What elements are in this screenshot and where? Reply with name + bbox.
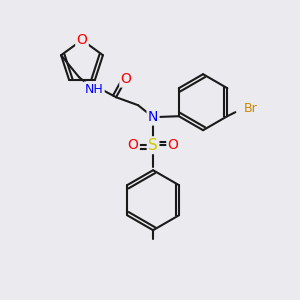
Text: N: N bbox=[148, 110, 158, 124]
Text: NH: NH bbox=[85, 83, 104, 96]
Text: O: O bbox=[128, 138, 139, 152]
Text: S: S bbox=[148, 138, 158, 153]
Text: Br: Br bbox=[243, 102, 257, 115]
Text: O: O bbox=[76, 33, 87, 47]
Text: O: O bbox=[121, 72, 131, 86]
Text: O: O bbox=[168, 138, 178, 152]
